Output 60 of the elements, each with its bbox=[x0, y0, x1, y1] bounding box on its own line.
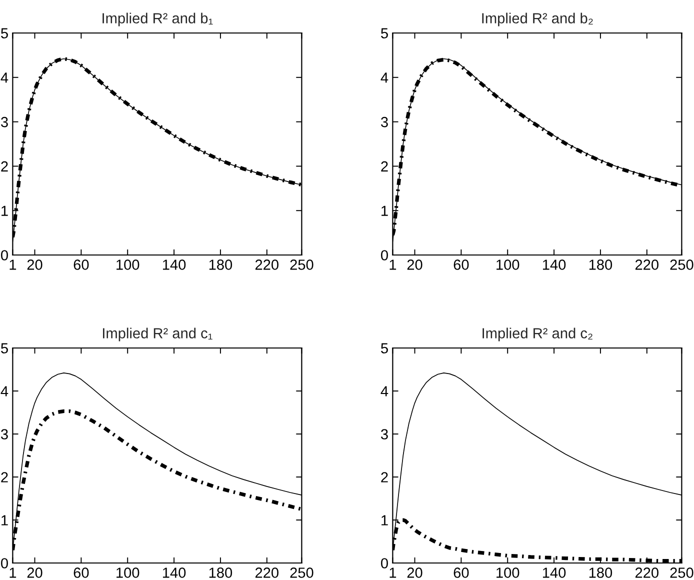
y-tick-label: 1 bbox=[2, 515, 8, 526]
chart-title: Implied R² and c₁ bbox=[103, 328, 212, 342]
x-tick-label: 20 bbox=[27, 260, 42, 270]
x-tick-label: 140 bbox=[542, 260, 566, 270]
x-tick-label: 1 bbox=[390, 260, 396, 270]
y-tick-label: 4 bbox=[0, 72, 8, 83]
x-tick-label: 1 bbox=[390, 568, 396, 578]
y-tick-label: 4 bbox=[0, 386, 8, 396]
x-tick-label: 180 bbox=[589, 260, 612, 270]
y-tick-label: 5 bbox=[381, 343, 388, 354]
x-tick-label: 250 bbox=[670, 260, 694, 270]
y-tick-label: 2 bbox=[381, 472, 388, 482]
x-tick-label: 250 bbox=[670, 568, 694, 578]
x-tick-label: 1 bbox=[10, 568, 16, 578]
y-tick-label: 5 bbox=[1, 28, 8, 38]
chart-title: Implied R² and b₂ bbox=[482, 12, 593, 26]
x-tick-label: 220 bbox=[635, 568, 658, 578]
x-tick-label: 220 bbox=[255, 568, 278, 578]
y-tick-label: 1 bbox=[2, 206, 8, 216]
y-tick-label: 1 bbox=[382, 206, 388, 216]
y-tick-label: 3 bbox=[0, 116, 8, 128]
x-tick-label: 140 bbox=[162, 260, 186, 270]
y-tick-label: 4 bbox=[380, 386, 388, 396]
x-tick-label: 60 bbox=[74, 260, 89, 270]
x-tick-label: 60 bbox=[454, 568, 469, 578]
x-tick-label: 20 bbox=[407, 260, 422, 270]
y-tick-label: 5 bbox=[381, 28, 388, 38]
x-tick-label: 220 bbox=[255, 260, 278, 270]
chart-title: Implied R² and b₁ bbox=[102, 12, 213, 26]
y-tick-label: 3 bbox=[380, 116, 388, 128]
x-tick-label: 60 bbox=[74, 568, 89, 578]
x-tick-label: 220 bbox=[635, 260, 658, 270]
y-tick-label: 4 bbox=[380, 72, 388, 83]
chart-title: Implied R² and c₂ bbox=[482, 328, 592, 342]
y-tick-label: 0 bbox=[380, 250, 388, 260]
y-tick-label: 0 bbox=[0, 558, 8, 568]
x-tick-label: 140 bbox=[162, 568, 186, 578]
y-tick-label: 0 bbox=[380, 558, 388, 568]
x-tick-label: 1 bbox=[10, 260, 16, 270]
x-tick-label: 100 bbox=[496, 260, 520, 270]
x-tick-label: 180 bbox=[209, 568, 232, 578]
y-tick-label: 0 bbox=[0, 250, 8, 260]
x-tick-label: 250 bbox=[290, 260, 314, 270]
x-tick-label: 180 bbox=[209, 260, 232, 270]
x-tick-label: 250 bbox=[290, 568, 314, 578]
y-tick-label: 1 bbox=[382, 515, 388, 526]
x-tick-label: 100 bbox=[116, 260, 140, 270]
y-tick-label: 2 bbox=[381, 161, 388, 172]
y-tick-label: 5 bbox=[1, 343, 8, 354]
x-tick-label: 100 bbox=[116, 568, 140, 578]
y-tick-label: 2 bbox=[1, 472, 8, 482]
y-tick-label: 3 bbox=[380, 429, 388, 440]
x-tick-label: 60 bbox=[454, 260, 469, 270]
y-tick-label: 2 bbox=[1, 161, 8, 172]
x-tick-label: 100 bbox=[496, 568, 520, 578]
x-tick-label: 20 bbox=[407, 568, 422, 578]
x-tick-label: 20 bbox=[27, 568, 42, 578]
x-tick-label: 180 bbox=[589, 568, 612, 578]
x-tick-label: 140 bbox=[542, 568, 566, 578]
y-tick-label: 3 bbox=[0, 429, 8, 440]
